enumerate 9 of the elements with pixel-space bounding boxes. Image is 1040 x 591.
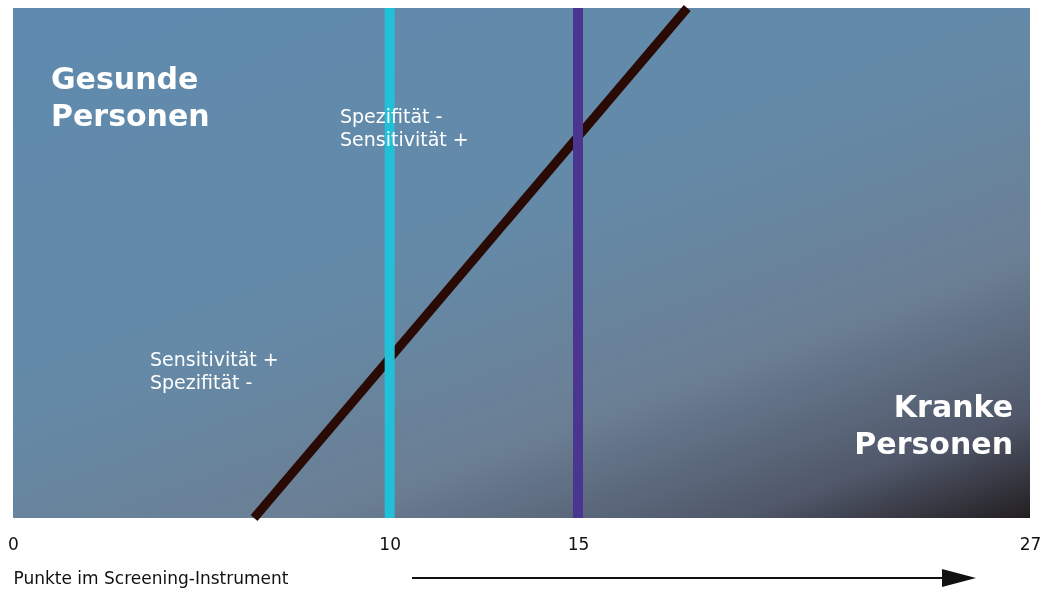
annotation: Sensitivität + Spezifität - (150, 348, 279, 394)
annotation: Kranke Personen (854, 389, 1013, 461)
x-tick-label: 27 (1019, 533, 1040, 554)
x-axis-title: Punkte im Screening-Instrument (13, 567, 289, 588)
x-tick-label: 0 (8, 533, 19, 554)
annotation: Spezifität - Sensitivität + (340, 105, 469, 151)
x-tick-label: 10 (379, 533, 401, 554)
annotation: Gesunde Personen (51, 61, 210, 133)
x-tick-label: 15 (567, 533, 590, 554)
